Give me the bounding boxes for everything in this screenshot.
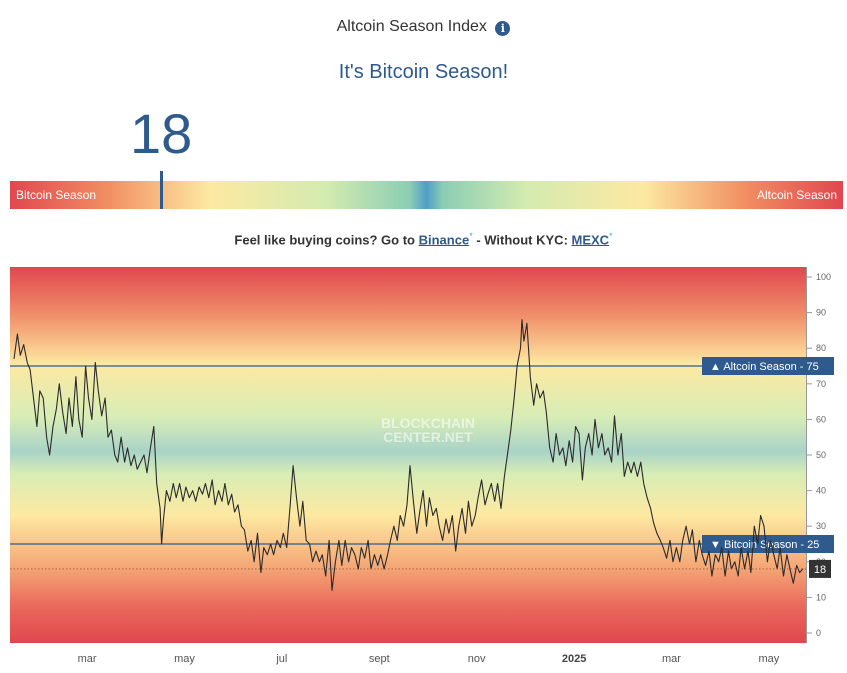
watermark-line-2: CENTER.NET [383, 429, 473, 445]
current-value-box [809, 559, 831, 578]
threshold-label: ▲ Altcoin Season - 75 [710, 361, 819, 373]
y-tick-label: 80 [816, 343, 826, 353]
season-gauge-bar: Bitcoin Season Altcoin Season [10, 171, 843, 209]
page-title: Altcoin Season Index [336, 18, 487, 35]
y-tick-label: 100 [816, 272, 831, 282]
altcoin-index-chart: BLOCKCHAIN CENTER.NET 010203040506070809… [10, 267, 843, 665]
promo-line: Feel like buying coins? Go to Binance* -… [0, 231, 847, 247]
mexc-link[interactable]: MEXC [571, 232, 610, 248]
gauge-marker [159, 171, 163, 209]
x-tick-label: mar [662, 653, 681, 665]
x-tick-label: may [174, 653, 195, 665]
y-tick-label: 70 [816, 379, 826, 389]
index-value: 18 [130, 102, 193, 165]
info-icon[interactable]: i [495, 21, 511, 36]
threshold-label: ▼ Bitcoin Season - 25 [710, 539, 819, 551]
y-tick-label: 90 [816, 308, 826, 318]
x-tick-label: 2025 [562, 653, 586, 665]
gauge-right-label: Altcoin Season [756, 188, 837, 202]
season-status: It's Bitcoin Season! [338, 61, 509, 83]
promo-middle: - Without KYC: [472, 232, 572, 248]
y-tick-label: 60 [816, 414, 826, 424]
gauge-left-label: Bitcoin Season [16, 188, 97, 202]
x-tick-label: mar [78, 653, 97, 665]
current-value-label: 18 [814, 564, 826, 576]
watermark-line-1: BLOCKCHAIN [381, 415, 475, 431]
x-tick-label: may [759, 653, 780, 665]
promo-prefix: Feel like buying coins? Go to [234, 232, 419, 248]
binance-link[interactable]: Binance [418, 232, 470, 248]
y-tick-label: 30 [816, 521, 826, 531]
y-axis-panel [807, 267, 843, 643]
y-tick-label: 10 [816, 592, 826, 602]
x-tick-label: sept [369, 653, 390, 665]
binance-star-icon: * [469, 231, 473, 241]
watermark: BLOCKCHAIN CENTER.NET [381, 415, 475, 445]
threshold-label-box [702, 357, 834, 375]
y-tick-label: 0 [816, 628, 821, 638]
x-tick-label: jul [275, 653, 287, 665]
chart-background [10, 267, 807, 643]
page-title-row: Altcoin Season Index i [0, 18, 847, 36]
x-tick-label: nov [468, 653, 486, 665]
index-series-line [13, 319, 804, 591]
y-tick-label: 40 [816, 486, 826, 496]
mexc-star-icon: * [609, 231, 613, 241]
y-tick-label: 50 [816, 450, 826, 460]
threshold-label-box [702, 535, 834, 553]
